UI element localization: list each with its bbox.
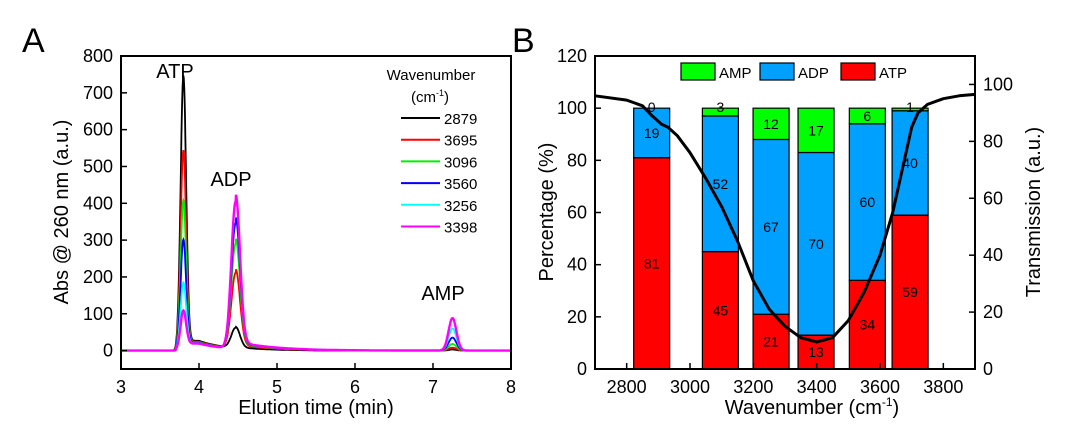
bar-value-label: 17 — [808, 122, 824, 138]
y-axis-label: Abs @ 260 nm (a.u.) — [51, 120, 73, 305]
y2-axis-label: Transmission (a.u.) — [1023, 127, 1045, 297]
legend-label: 2879 — [444, 111, 477, 128]
y-tick-label: 100 — [557, 98, 587, 118]
bar-value-label: 34 — [860, 317, 876, 333]
bar-value-label: 40 — [902, 155, 918, 171]
plot-frame — [120, 55, 512, 370]
x-tick-label: 2800 — [607, 377, 647, 397]
x-axis-label: Elution time (min) — [238, 397, 394, 419]
bar-adp-3398 — [797, 151, 835, 336]
bar-atp-3560 — [848, 279, 886, 370]
legend-label: 3560 — [444, 176, 477, 193]
y2-tick-label: 40 — [983, 245, 1003, 265]
y-tick-label: 100 — [83, 304, 113, 324]
y2-tick-label: 60 — [983, 188, 1003, 208]
x-tick-label: 3400 — [797, 377, 837, 397]
y-tick-label: 60 — [567, 203, 587, 223]
x-tick-label: 3 — [116, 377, 126, 397]
bar-amp-3695 — [891, 107, 929, 112]
bar-value-label: 67 — [763, 219, 779, 235]
y2-tick-label: 80 — [983, 131, 1003, 151]
panel-a-label: A — [22, 22, 45, 60]
bar-atp-3096 — [701, 251, 740, 370]
bar-value-label: 45 — [713, 302, 729, 318]
y-tick-label: 600 — [83, 120, 113, 140]
x-tick-label: 7 — [428, 377, 438, 397]
chromatogram-chart: 3 4 5 6 7 8 0 100 200 300 400 500 600 700 800 Elution t… — [51, 46, 516, 419]
x-tick-label: 3000 — [670, 377, 710, 397]
legend-label: 3398 — [444, 220, 477, 237]
y-tick-label: 200 — [83, 267, 113, 287]
transmission-line — [594, 92, 976, 344]
x-tick-label: 4 — [194, 377, 204, 397]
bar-value-label: 21 — [763, 334, 779, 350]
y-tick-label: 120 — [557, 46, 587, 66]
legend-label: AMP — [719, 65, 752, 82]
x-tick-label: 3800 — [923, 377, 963, 397]
bar-adp-3256 — [752, 138, 790, 315]
bar-value-label: 52 — [713, 176, 729, 192]
legend-swatch-amp — [680, 62, 716, 81]
peak-label-amp: AMP — [421, 283, 464, 305]
bar-value-label: 0 — [648, 99, 656, 115]
y-tick-label: 400 — [83, 193, 113, 213]
bar-value-label: 6 — [863, 108, 871, 124]
legend-label: ATP — [879, 65, 907, 82]
bar-atp-3695 — [891, 214, 929, 370]
panel-b-label: B — [512, 22, 535, 60]
y2-tick-label: 100 — [983, 74, 1013, 94]
y-tick-label: 0 — [103, 341, 113, 361]
bar-value-label: 59 — [902, 284, 918, 300]
peak-label-adp: ADP — [210, 169, 251, 191]
x-tick-label: 3600 — [860, 377, 900, 397]
x-tick-label: 5 — [272, 377, 282, 397]
legend-swatch-atp — [840, 62, 876, 81]
x-axis-label: Wavenumber (cm-1) — [725, 395, 899, 419]
bar-value-label: 1 — [906, 99, 914, 115]
legend-unit: (cm-1) — [411, 88, 449, 106]
peak-label-atp: ATP — [156, 61, 193, 83]
x-tick-label: 8 — [506, 377, 516, 397]
y2-tick-label: 20 — [983, 302, 1003, 322]
x-tick-label: 6 — [350, 377, 360, 397]
series-line-3398 — [121, 194, 511, 352]
bar-value-label: 3 — [717, 99, 725, 115]
bar-amp-3398 — [797, 107, 835, 154]
legend-label: 3695 — [444, 133, 477, 150]
legend-title: Wavenumber — [387, 67, 476, 84]
y-tick-label: 0 — [577, 359, 587, 379]
bar-atp-2879 — [633, 157, 671, 370]
y-tick-label: 20 — [567, 307, 587, 327]
bar-value-label: 13 — [808, 344, 824, 360]
bar-value-label: 19 — [644, 125, 660, 141]
legend-label: 3096 — [444, 154, 477, 171]
y-tick-label: 40 — [567, 255, 587, 275]
y-axis-label: Percentage (%) — [536, 143, 558, 282]
bar-value-label: 81 — [644, 255, 660, 271]
y2-tick-label: 0 — [983, 359, 993, 379]
y-tick-label: 700 — [83, 83, 113, 103]
bar-value-label: 70 — [808, 236, 824, 252]
x-tick-label: 3200 — [733, 377, 773, 397]
y-tick-label: 500 — [83, 156, 113, 176]
legend-swatch-adp — [759, 62, 795, 81]
bar-value-label: 12 — [763, 116, 779, 132]
y-tick-label: 800 — [83, 46, 113, 66]
legend-label: ADP — [798, 65, 829, 82]
legend-label: 3256 — [444, 198, 477, 215]
y-tick-label: 300 — [83, 230, 113, 250]
bar-amp-3096 — [701, 107, 740, 117]
bar-amp-3560 — [848, 107, 886, 125]
bar-value-label: 60 — [860, 194, 876, 210]
composition-bar-chart: 81 19 0 45 52 3 21 67 12 13 70 17 34 60 6 59 40 1 2800 3000… — [536, 46, 1045, 419]
bar-amp-3256 — [752, 107, 790, 141]
y-tick-label: 80 — [567, 150, 587, 170]
